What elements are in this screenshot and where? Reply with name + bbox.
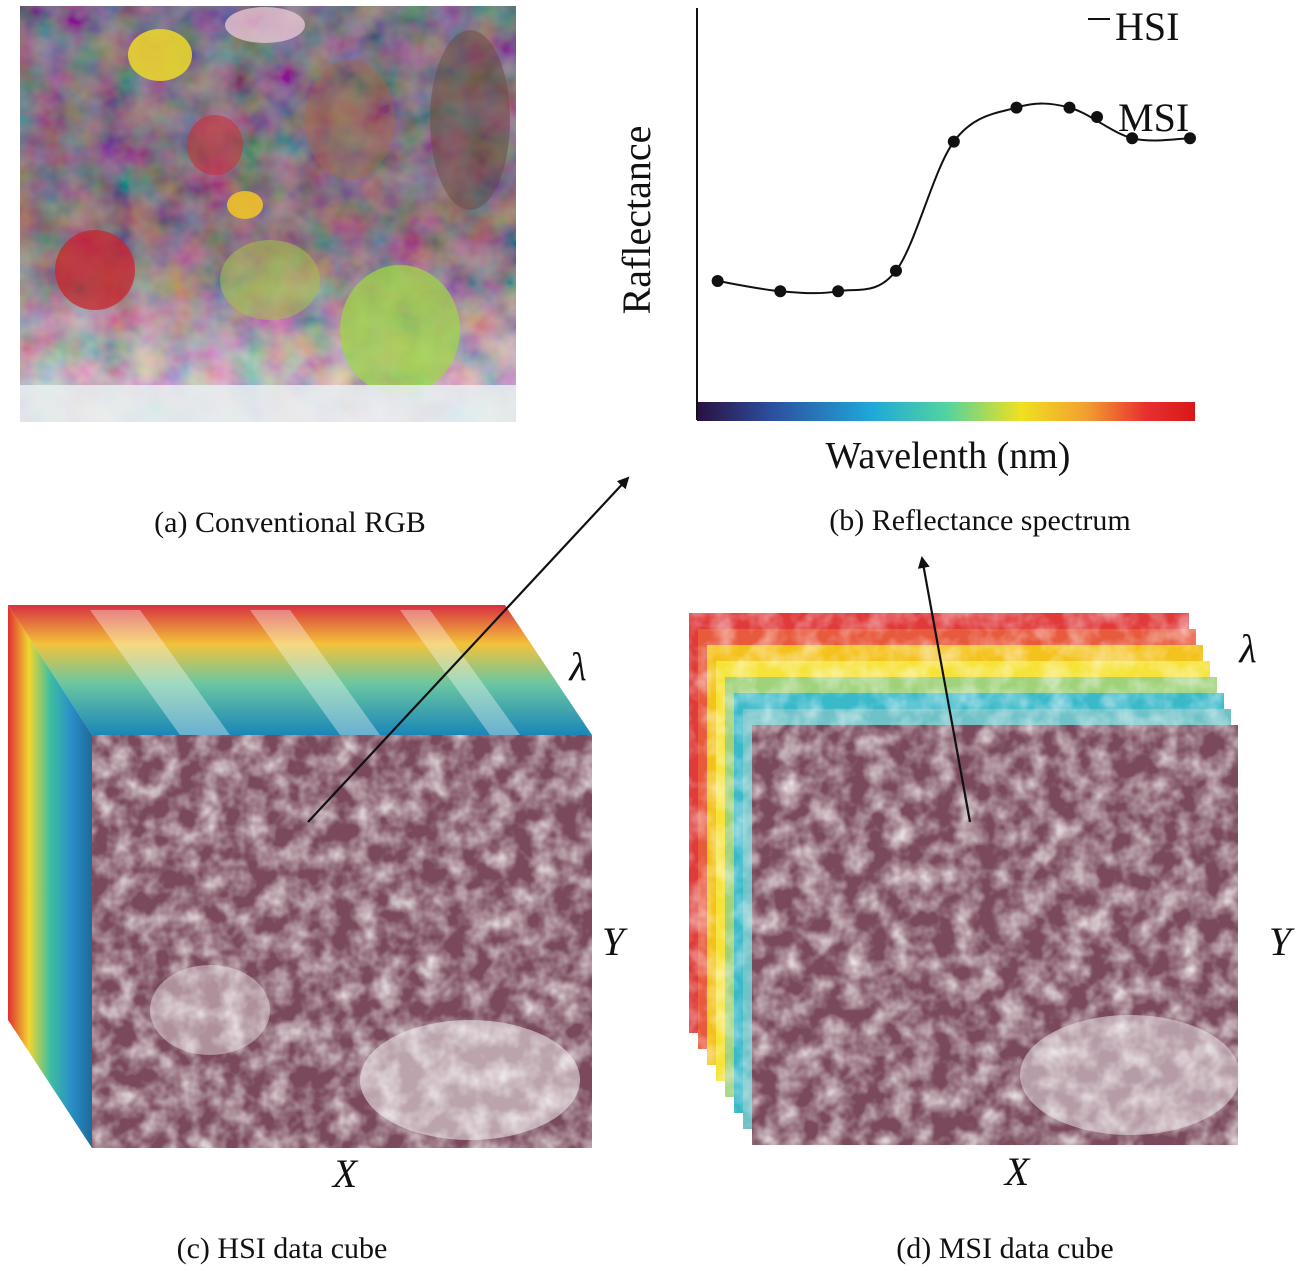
msi-point-5 (947, 135, 960, 148)
msi-point-8 (1126, 132, 1139, 145)
panel-b: Raflectance Wavelenth (nm) HSI MSI (b) R… (614, 4, 1196, 537)
panel-c: λ Y X (c) HSI data cube (8, 605, 628, 1265)
wavelength-colorbar (698, 402, 1195, 421)
arrow-msi-to-spectrum (917, 556, 972, 823)
msi-series-points (711, 101, 1196, 298)
coral-reef-rgb-photo (20, 6, 516, 422)
caption-c: (c) HSI data cube (177, 1232, 388, 1265)
hsi-y-label: Y (602, 919, 628, 964)
msi-point-9 (1184, 132, 1196, 145)
msi-y-label: Y (1269, 919, 1295, 964)
hsi-x-label: X (331, 1151, 359, 1196)
msi-x-label: X (1003, 1149, 1031, 1194)
caption-b: (b) Reflectance spectrum (829, 504, 1131, 537)
msi-point-2 (774, 285, 787, 298)
panel-d: λ Y X (d) MSI data cube (689, 613, 1295, 1265)
legend-msi-label: MSI (1118, 95, 1189, 140)
msi-point-7 (1063, 101, 1076, 114)
msi-point-1 (711, 275, 724, 287)
panel-a: (a) Conventional RGB (20, 6, 516, 539)
legend: HSI MSI (1088, 4, 1189, 140)
y-axis-label: Raflectance (614, 126, 659, 315)
hsi-top-streaks (90, 610, 520, 735)
msi-lambda-label: λ (1238, 626, 1256, 671)
hsi-lambda-label: λ (568, 644, 586, 689)
caption-a: (a) Conventional RGB (154, 506, 426, 539)
reflectance-chart: Raflectance Wavelenth (nm) HSI MSI (614, 4, 1196, 477)
msi-point-6 (1010, 101, 1023, 114)
msi-band-stack (689, 613, 1240, 1145)
hsi-cube-side-face (8, 605, 92, 1148)
msi-point-3 (832, 285, 845, 298)
msi-point-4 (889, 264, 902, 277)
caption-d: (d) MSI data cube (896, 1232, 1113, 1265)
hsi-series-line (717, 102, 1191, 295)
legend-hsi-label: HSI (1115, 4, 1179, 49)
legend-msi-dot-icon (1091, 111, 1103, 123)
hsi-cube-top-face (8, 605, 592, 735)
x-axis-label: Wavelenth (nm) (826, 435, 1071, 477)
hsi-cube (8, 605, 592, 1148)
msi-bright-rock (1020, 1015, 1240, 1135)
arrow-hsi-to-spectrum (307, 476, 630, 823)
